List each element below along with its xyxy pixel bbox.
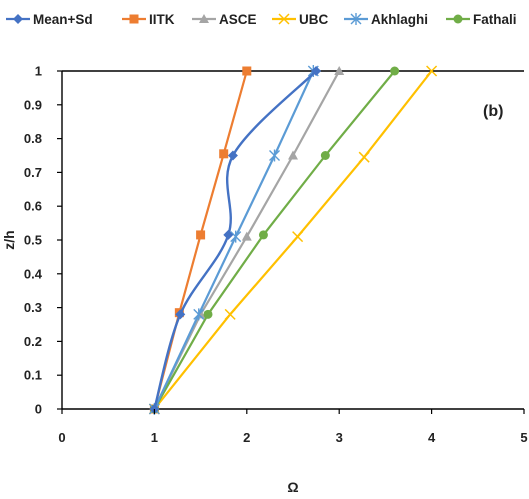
legend-label: Fathali [473,12,517,27]
y-tick-label: 0.2 [24,334,42,349]
y-tick-labels: 0 0.1 0.2 0.3 0.4 0.5 0.6 0.7 0.8 0.9 1 [24,64,62,417]
point-marker [219,149,229,159]
point-marker [453,14,463,24]
point-marker [129,14,139,24]
x-tick-labels: 0 1 2 3 4 5 [58,409,528,445]
legend-item-mean-sd: Mean+Sd [6,12,93,27]
point-marker [258,230,268,240]
y-tick-label: 0 [35,402,42,417]
point-marker [223,229,234,240]
point-marker [224,308,236,320]
y-tick-label: 0.1 [24,368,42,383]
series-line [153,70,396,410]
legend-item-akhlaghi: Akhlaghi [344,12,428,27]
y-axis-title: z/h [1,230,17,249]
legend-item-asce: ASCE [192,12,257,27]
point-marker [196,230,206,240]
y-tick-label: 0.3 [24,300,42,315]
point-marker [311,66,322,76]
y-tick-label: 0.5 [24,233,42,248]
x-tick-label: 0 [58,430,65,445]
x-tick-label: 5 [520,430,527,445]
x-tick-label: 3 [336,430,343,445]
point-marker [203,309,213,319]
point-marker [278,13,290,25]
point-marker [292,231,304,243]
legend: Mean+Sd IITK ASCE UBC Akhlaghi Fathali [6,12,517,27]
point-marker [199,14,209,23]
legend-label: UBC [299,12,328,27]
legend-item-fathali: Fathali [446,12,517,27]
legend-label: Akhlaghi [371,12,428,27]
panel-annotation: (b) [483,103,503,120]
series-line [153,70,433,410]
point-marker [13,14,23,24]
point-marker [288,150,298,160]
x-tick-label: 4 [428,430,436,445]
point-marker [230,230,242,243]
point-marker [426,65,438,77]
marker-stroke [278,13,290,25]
x-tick-label: 2 [243,430,250,445]
point-marker [350,13,362,25]
y-tick-label: 1 [35,64,42,79]
marker-stroke [358,151,370,163]
y-tick-label: 0.8 [24,131,42,146]
legend-label: ASCE [219,12,257,27]
legend-item-ubc: UBC [272,12,328,27]
point-marker [241,231,252,241]
x-tick-label: 1 [151,430,158,445]
point-marker [269,149,281,162]
legend-item-iitk: IITK [122,12,175,27]
series-line [153,70,315,410]
point-marker [390,66,400,76]
marker-stroke [292,231,304,243]
point-marker [242,66,252,76]
series-fathali [149,66,400,414]
series-asce [149,66,345,413]
point-marker [193,308,205,321]
legend-label: Mean+Sd [33,12,93,27]
legend-label: IITK [149,12,175,27]
y-tick-label: 0.4 [24,266,43,281]
point-marker [334,66,345,75]
x-axis-title: Ω [287,479,298,495]
marker-stroke [426,65,438,77]
point-marker [175,309,186,320]
y-tick-label: 0.9 [24,97,42,112]
series-ubc [148,65,438,415]
marker-stroke [224,308,236,320]
y-tick-label: 0.6 [24,199,42,214]
y-tick-label: 0.7 [24,165,42,180]
point-marker [227,150,238,161]
point-marker [358,151,370,163]
plot-area [61,65,524,415]
point-marker [320,151,330,160]
